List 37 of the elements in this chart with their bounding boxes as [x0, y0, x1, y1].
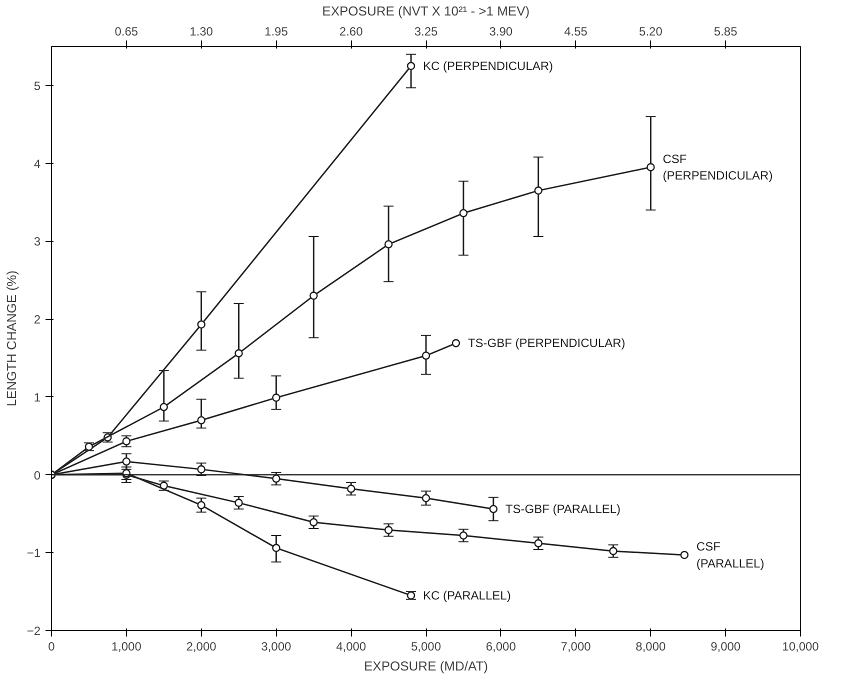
y-tick-label: −2 [26, 624, 41, 638]
x-tick-label: 6,000 [486, 640, 516, 654]
y-tick-label: 4 [34, 156, 41, 171]
y-axis-title: LENGTH CHANGE (%) [4, 270, 19, 406]
x-axis-title: EXPOSURE (MD/AT) [364, 658, 488, 674]
x2-tick-label: 0.65 [114, 24, 138, 38]
x-tick-label: 1,000 [111, 640, 142, 654]
series-label: TS-GBF (PERPENDICULAR) [468, 336, 626, 350]
series-label: KC (PERPENDICULAR) [423, 58, 554, 73]
x2-tick-label: 3.90 [489, 24, 513, 38]
y-tick-label: −1 [26, 546, 41, 560]
series-label: KC (PARALLEL) [423, 588, 511, 602]
x2-tick-label: 2.60 [339, 24, 364, 38]
x2-axis-title: EXPOSURE (NVT X 10²¹ - >1 MEV) [322, 4, 530, 18]
y-tick-label: 0 [34, 468, 41, 482]
y-tick-label: 3 [34, 234, 41, 249]
x2-tick-label: 3.25 [414, 24, 438, 38]
y-tick-label: 1 [34, 390, 41, 404]
x2-tick-label: 4.55 [564, 24, 588, 38]
x-tick-label: 8,000 [636, 640, 666, 654]
series-label: TS-GBF (PARALLEL) [505, 502, 621, 516]
x-tick-label: 9,000 [710, 640, 741, 654]
x2-tick-label: 1.30 [190, 24, 214, 38]
x-tick-label: 0 [48, 640, 56, 654]
series-label: CSF (PARALLEL) [696, 540, 764, 570]
x2-tick-label: 1.95 [264, 24, 288, 38]
y-tick-label: 5 [34, 78, 41, 93]
x-tick-label: 2,000 [186, 640, 217, 654]
series-label: CSF (PERPENDICULAR) [662, 152, 773, 183]
y-tick-label: 2 [34, 312, 41, 327]
x-tick-label: 10,000 [782, 640, 820, 654]
x2-tick-label: 5.20 [639, 24, 663, 38]
x-tick-label: 5,000 [410, 640, 442, 654]
x2-tick-label: 5.85 [714, 24, 738, 38]
x-tick-label: 7,000 [560, 640, 592, 654]
x-tick-label: 4,000 [336, 640, 366, 654]
x-tick-label: 3,000 [261, 640, 292, 654]
